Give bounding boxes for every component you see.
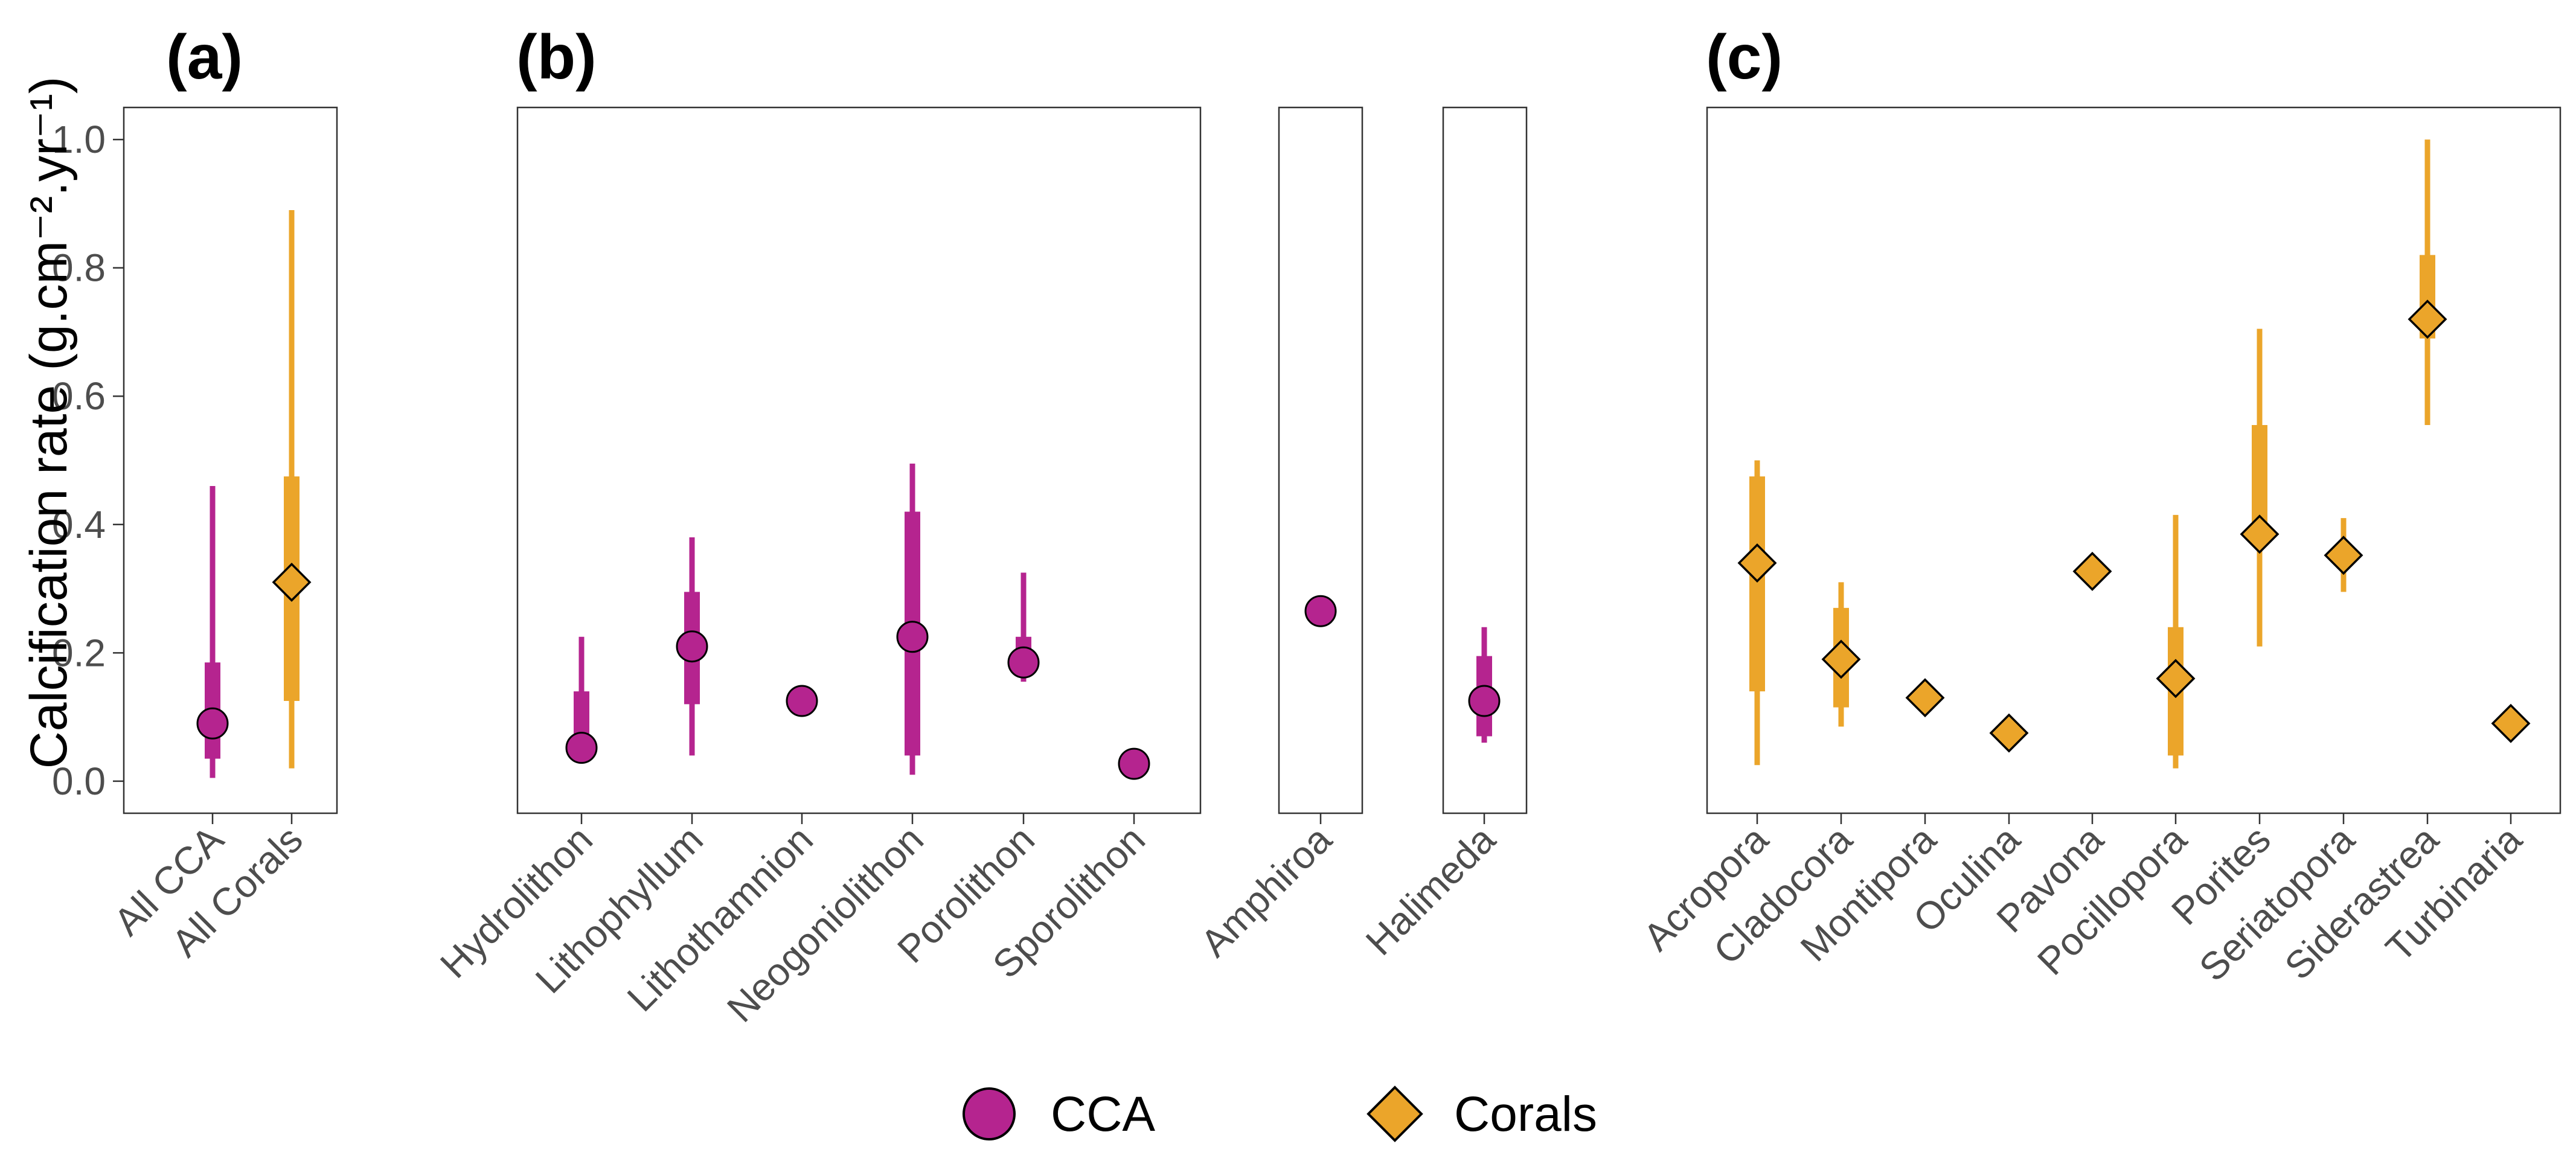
point-marker bbox=[2491, 703, 2531, 743]
y-tick-label: 0.0 bbox=[52, 760, 106, 803]
point-marker bbox=[1468, 685, 1501, 717]
y-tick-label: 0.8 bbox=[52, 246, 106, 290]
y-tick-label: 0.2 bbox=[52, 631, 106, 674]
point-group-halimeda: Halimeda bbox=[1357, 627, 1504, 964]
point-marker bbox=[196, 707, 229, 740]
legend-label: CCA bbox=[1051, 1087, 1155, 1142]
legend: CCA Corals bbox=[963, 1086, 1597, 1142]
point-marker bbox=[1118, 747, 1150, 780]
panel-title: (c) bbox=[1706, 22, 1783, 92]
panel-b1: (b)HydrolithonLithophyllumLithothamnionN… bbox=[432, 22, 1202, 1031]
x-tick-label: Halimeda bbox=[1357, 817, 1504, 964]
legend-item-corals: Corals bbox=[1366, 1086, 1597, 1142]
panel-frame bbox=[1278, 106, 1363, 814]
x-tick-label: Neogoniolithon bbox=[719, 817, 932, 1031]
point-marker bbox=[1821, 639, 1861, 679]
point-marker bbox=[2408, 299, 2447, 339]
legend-marker bbox=[963, 1087, 1016, 1140]
panel-frame bbox=[1706, 106, 2562, 814]
y-tick-label: 0.4 bbox=[52, 503, 106, 546]
point-group-amphiroa: Amphiroa bbox=[1192, 595, 1340, 965]
y-tick-label: 0.6 bbox=[52, 374, 106, 418]
panel-title: (a) bbox=[166, 22, 243, 92]
legend-marker bbox=[1366, 1086, 1423, 1142]
point-marker bbox=[2072, 551, 2112, 591]
point-group-acropora: Acropora bbox=[1635, 460, 1777, 959]
point-marker bbox=[1989, 713, 2029, 753]
point-marker bbox=[786, 685, 818, 717]
x-tick-label: Lithothamnion bbox=[619, 817, 821, 1020]
panel-b3: Halimeda bbox=[1357, 106, 1528, 964]
point-marker bbox=[2156, 659, 2196, 699]
point-marker bbox=[1007, 646, 1040, 679]
panel-frame bbox=[123, 106, 338, 814]
panel-title: (b) bbox=[516, 22, 597, 92]
legend-item-cca: CCA bbox=[963, 1087, 1155, 1142]
point-marker bbox=[272, 562, 312, 602]
point-marker bbox=[676, 630, 708, 663]
point-marker bbox=[2240, 514, 2280, 554]
point-marker bbox=[565, 732, 598, 764]
point-group-pocillopora: Pocillopora bbox=[2029, 514, 2196, 983]
point-marker bbox=[1905, 678, 1945, 718]
point-marker bbox=[1737, 543, 1777, 583]
legend-label: Corals bbox=[1454, 1087, 1597, 1142]
panel-frame bbox=[516, 106, 1202, 814]
panel-c: (c)AcroporaCladocoraMontiporaOculinaPavo… bbox=[1635, 22, 2562, 990]
y-axis-title: Calcification rate (g.cm⁻².yr⁻¹) bbox=[20, 77, 78, 769]
point-marker bbox=[1304, 595, 1337, 627]
point-marker bbox=[896, 621, 929, 653]
y-tick-label: 1.0 bbox=[52, 118, 106, 161]
point-marker bbox=[2324, 536, 2363, 575]
panel-b2: Amphiroa bbox=[1192, 106, 1363, 965]
x-tick-label: Amphiroa bbox=[1192, 817, 1340, 965]
